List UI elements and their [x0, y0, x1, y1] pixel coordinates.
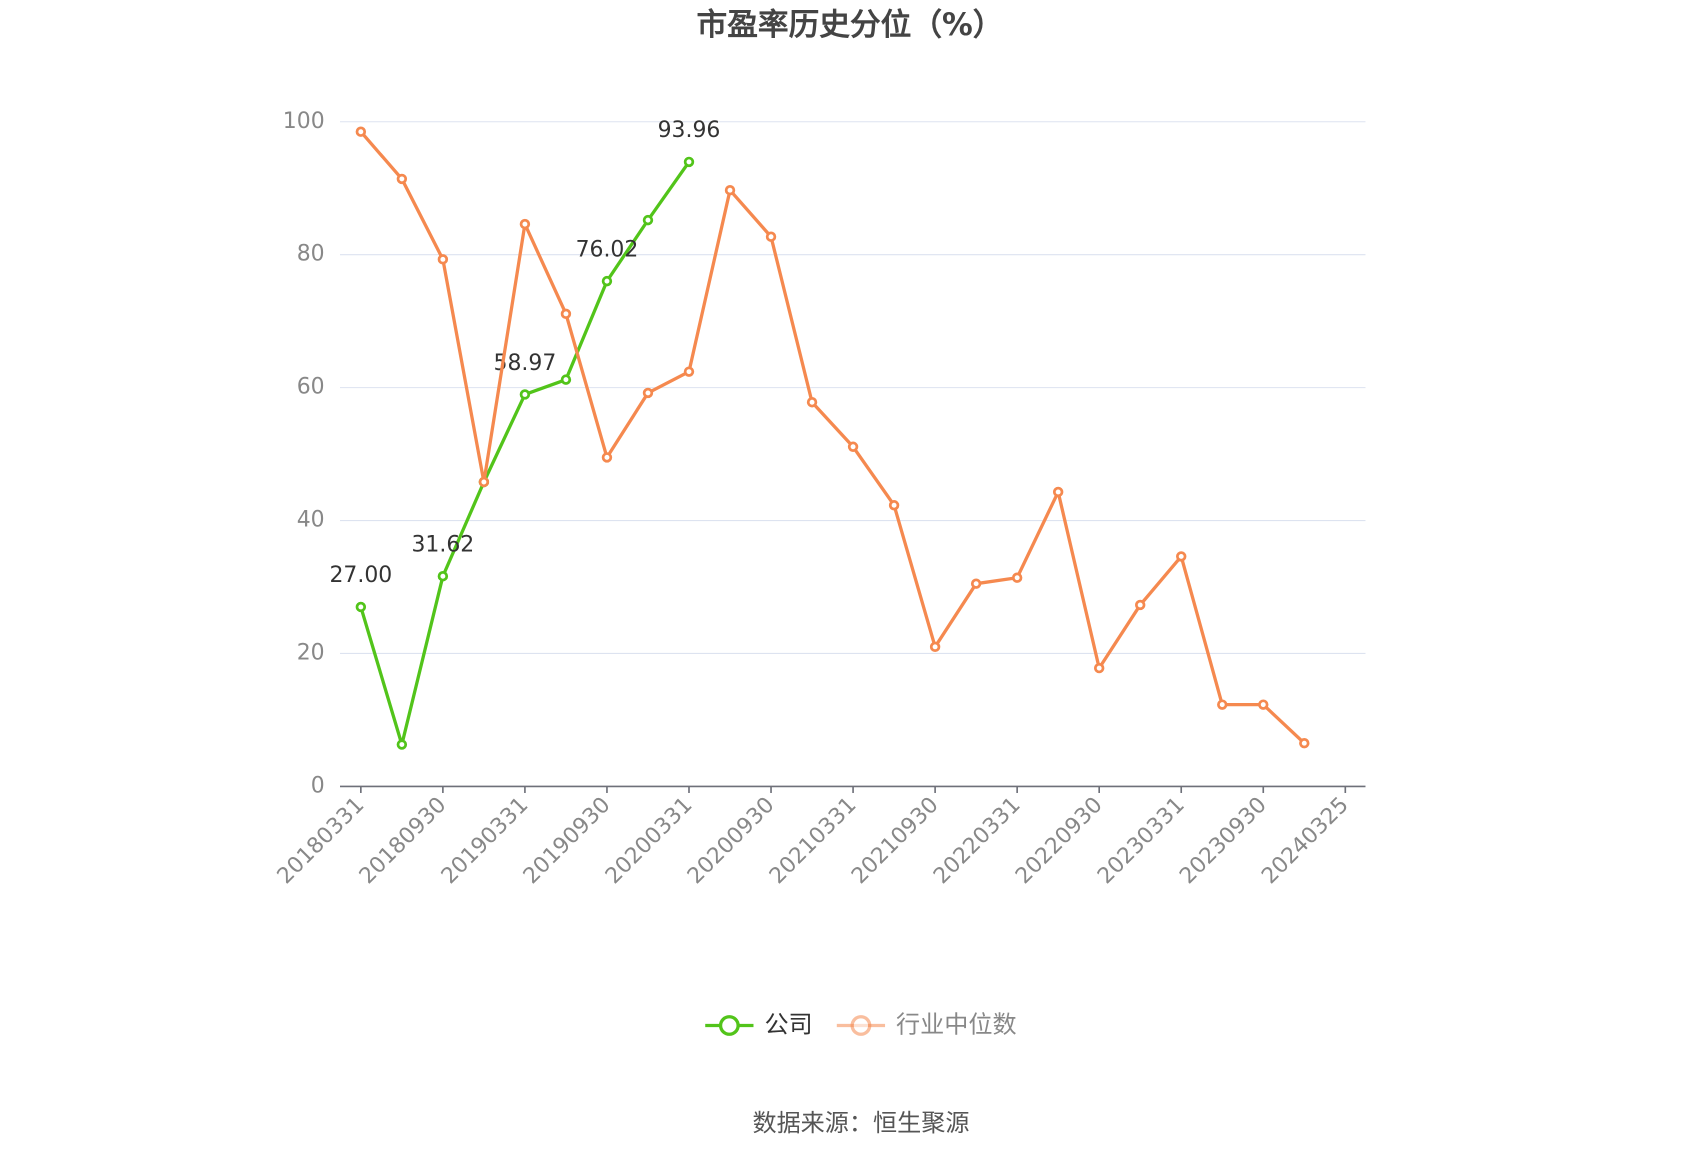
x-tick-label: 20200331: [601, 793, 698, 890]
x-tick-label: 20230930: [1175, 793, 1272, 890]
data-point: [560, 308, 572, 320]
data-point: [683, 366, 695, 377]
data-point: [478, 476, 490, 488]
value-label: 31.62: [411, 533, 474, 558]
legend-label: 公司: [764, 1011, 812, 1039]
series-line: [359, 130, 1306, 745]
data-point: [560, 374, 572, 385]
data-point: [642, 214, 654, 226]
data-point: [1176, 551, 1187, 562]
legend-item[interactable]: 公司: [705, 1011, 813, 1039]
data-point: [437, 571, 449, 582]
data-point: [642, 387, 654, 399]
y-tick-label: 20: [297, 640, 325, 665]
data-point: [601, 275, 613, 287]
legend-marker: [850, 1015, 872, 1036]
legend-item[interactable]: 行业中位数: [836, 1011, 1017, 1039]
data-point: [765, 231, 777, 242]
x-tick-label: 20240325: [1257, 793, 1354, 890]
data-point: [1258, 699, 1269, 710]
source-note: 数据来源：恒生聚源: [752, 1109, 969, 1137]
data-point: [1052, 486, 1064, 498]
data-point: [396, 739, 408, 750]
data-point: [1134, 599, 1146, 611]
legend-marker: [718, 1015, 740, 1036]
x-tick-label: 20230331: [1093, 793, 1190, 890]
data-point: [683, 156, 695, 168]
data-point: [1011, 572, 1023, 583]
data-point: [355, 126, 367, 137]
value-label: 93.96: [658, 118, 721, 143]
legend-label: 行业中位数: [896, 1011, 1017, 1039]
data-point: [970, 578, 982, 589]
y-tick-label: 80: [297, 242, 325, 267]
x-tick-label: 20190331: [437, 793, 534, 890]
x-tick-label: 20220930: [1011, 793, 1108, 890]
data-point: [355, 601, 367, 613]
value-label: 27.00: [329, 563, 392, 588]
data-point: [929, 641, 941, 653]
x-tick-label: 20220331: [929, 793, 1026, 890]
data-point: [847, 441, 859, 452]
data-point: [601, 452, 613, 463]
data-point: [519, 389, 531, 400]
y-tick-label: 60: [297, 375, 325, 400]
data-point: [1093, 662, 1105, 674]
data-point: [888, 500, 900, 511]
data-point: [806, 397, 818, 408]
x-tick-label: 20210331: [765, 793, 862, 890]
data-point: [396, 173, 408, 185]
x-tick-label: 20190930: [519, 793, 616, 890]
y-tick-label: 0: [311, 773, 325, 798]
series-line: [359, 160, 691, 747]
y-tick-label: 40: [297, 508, 325, 533]
data-point: [1217, 699, 1228, 710]
data-point: [724, 185, 736, 196]
data-point: [437, 254, 449, 265]
value-label: 76.02: [576, 237, 639, 262]
data-point: [1299, 737, 1310, 749]
chart-title: 市盈率历史分位（%）: [697, 7, 1004, 43]
x-tick-label: 20200930: [683, 793, 780, 890]
x-tick-label: 20210930: [847, 793, 944, 890]
x-tick-label: 20180331: [273, 793, 370, 890]
y-tick-label: 100: [283, 109, 325, 134]
x-tick-label: 20180930: [355, 793, 452, 890]
data-point: [519, 218, 531, 230]
